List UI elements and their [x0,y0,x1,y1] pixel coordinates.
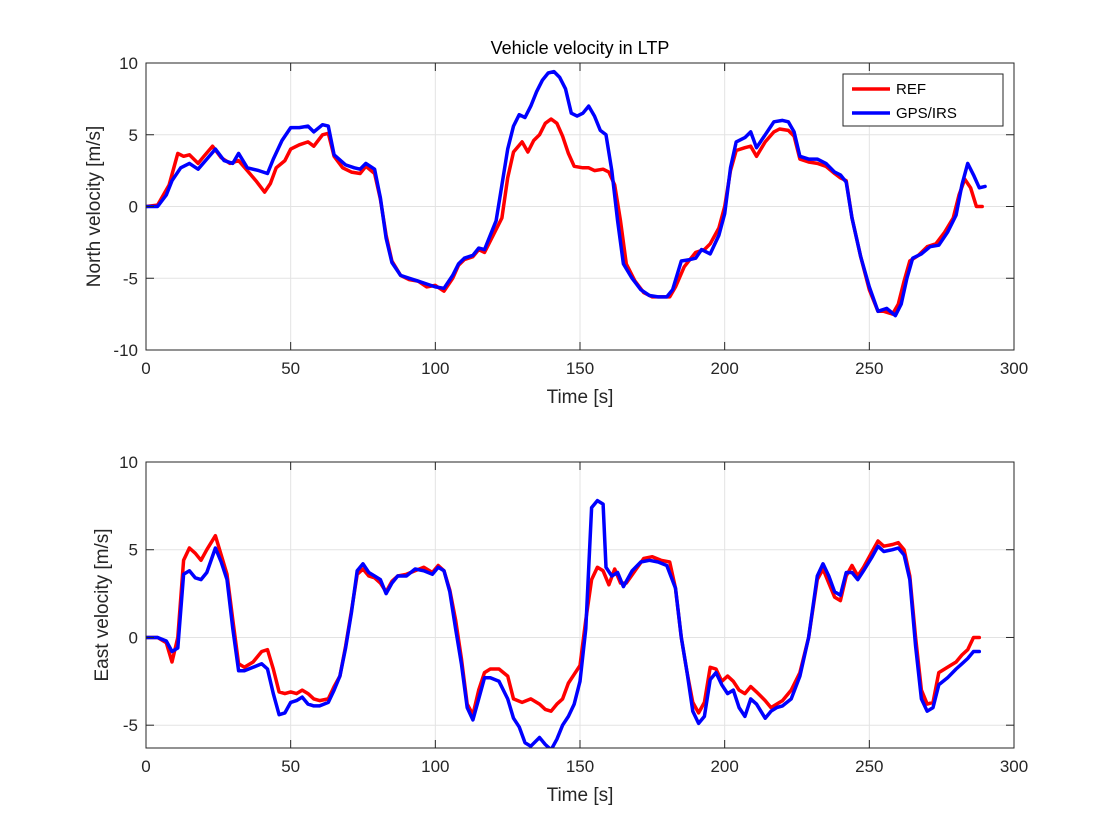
east-x-tick-label: 0 [141,757,150,776]
north-velocity-chart: 0 50 100 150 200 250 300 -10 -5 0 5 10 Vehicle velo… [84,38,1028,408]
east-ticks: 0 50 100 150 200 250 300 -5 0 5 10 [119,453,1028,776]
north-y-tick-label: 0 [129,198,138,217]
north-x-tick-label: 0 [141,359,150,378]
north-series-gps-irs-line [146,69,987,318]
east-x-tick-label: 200 [710,757,738,776]
north-ticks: 0 50 100 150 200 250 300 -10 -5 0 5 10 [113,54,1028,378]
north-x-axis-label: Time [s] [547,387,614,408]
north-grid [146,63,1014,350]
east-x-tick-label: 100 [421,757,449,776]
north-x-tick-label: 300 [1000,359,1028,378]
north-x-tick-label: 250 [855,359,883,378]
east-y-axis-label: East velocity [m/s] [92,528,113,681]
north-x-tick-label: 100 [421,359,449,378]
east-x-tick-label: 50 [281,757,300,776]
east-y-tick-label: -5 [123,716,138,735]
east-x-axis-label: Time [s] [547,785,614,806]
north-y-tick-label: -5 [123,269,138,288]
east-x-tick-label: 300 [1000,757,1028,776]
east-velocity-chart: 0 50 100 150 200 250 300 -5 0 5 10 Time [s] East v… [92,453,1028,806]
east-grid [146,462,1014,748]
north-x-tick-label: 200 [710,359,738,378]
east-y-tick-label: 5 [129,541,138,560]
legend-box [842,73,1004,127]
east-series-gps-irs-line [146,498,982,748]
east-y-tick-label: 10 [119,453,138,472]
legend-label-ref: REF [896,81,926,98]
east-y-tick-label: 0 [129,628,138,647]
east-x-tick-label: 150 [566,757,594,776]
legend: REF GPS/IRS [842,73,1004,127]
north-series [146,69,987,318]
east-x-tick-label: 250 [855,757,883,776]
north-x-tick-label: 150 [566,359,594,378]
north-y-tick-label: 5 [129,126,138,145]
north-x-tick-label: 50 [281,359,300,378]
north-y-axis-label: North velocity [m/s] [84,126,105,288]
chart-title: Vehicle velocity in LTP [491,38,670,58]
legend-label-gps: GPS/IRS [896,105,957,122]
north-y-tick-label: 10 [119,54,138,73]
east-series [146,498,982,748]
north-y-tick-label: -10 [113,341,138,360]
